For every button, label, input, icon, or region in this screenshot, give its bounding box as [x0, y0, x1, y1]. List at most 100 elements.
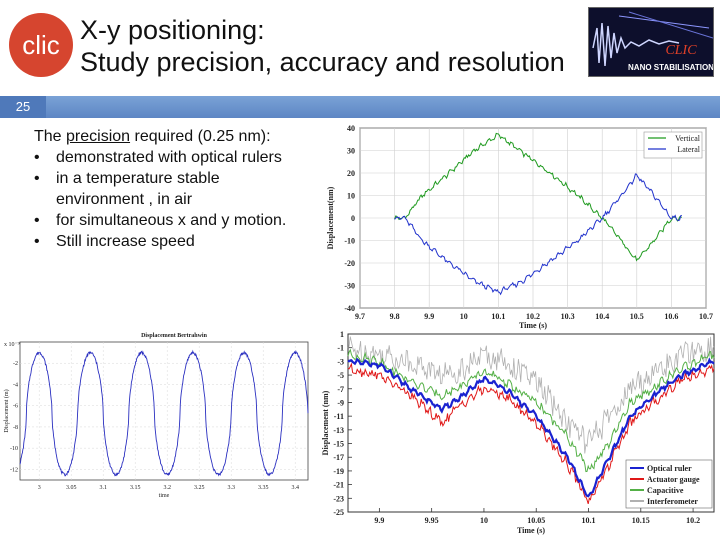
y-tick-label: -10 [10, 446, 18, 452]
x-tick-label: 10.6 [664, 312, 678, 321]
chart-xy-motion: 9.7 9.8 9.9 10 10.1 10.2 10.3 10.4 10.5 10.6 10.7 4… [326, 124, 713, 330]
legend-label: Interferometer [647, 497, 698, 506]
x-tick-label: 10.2 [686, 516, 700, 525]
badge-graphic: CLIC NANO STABILISATION [592, 11, 713, 72]
y-tick-label: -6 [13, 404, 18, 410]
x-tick-label: 10.5 [630, 312, 644, 321]
y-axis-label: Displacement (nm) [321, 390, 330, 455]
y-tick-label: -20 [344, 259, 355, 268]
bullet-text: Still increase speed [56, 233, 195, 250]
badge-ray-1 [618, 15, 710, 29]
x-tick-label: 9.95 [425, 516, 439, 525]
x-tick-label: 3.4 [291, 485, 299, 491]
bullet-dot: • [34, 212, 40, 229]
header-band [0, 96, 720, 118]
x-tick-label: 10.05 [527, 516, 545, 525]
y-tick-label: -3 [337, 357, 344, 366]
list-item: • demonstrated with optical rulers [34, 147, 304, 168]
x-tick-label: 10.7 [699, 312, 713, 321]
bullet-dot: • [34, 149, 40, 166]
y-tick-label: -23 [333, 494, 344, 503]
y-tick-label: 0 [351, 214, 355, 223]
legend-label: Capacitive [647, 486, 684, 495]
series-line-optical-ruler [347, 357, 715, 498]
list-item: • for simultaneous x and y motion. [34, 210, 304, 231]
bullet-dot: • [34, 233, 40, 250]
legend-box [643, 131, 703, 159]
x-tick-label: 3.2 [163, 485, 171, 491]
legend-label: Lateral [677, 145, 700, 154]
x-tick-label: 10.3 [561, 312, 575, 321]
badge-text: NANO STABILISATION [628, 63, 713, 72]
x-tick-label: 3.15 [130, 485, 141, 491]
x-axis-label: time [159, 493, 170, 498]
bullet-dot: • [34, 170, 40, 187]
chart-sensor-comparison: 9.9 9.95 10 10.05 10.1 10.15 10.2 1 -1 -3 -5 -7 -9 -1… [321, 330, 715, 535]
chart-displacement: Displacement Bertrahwin x 10⁻⁹ 3 3.05 3.1 3.1… [3, 333, 309, 498]
y-tick-label: -19 [333, 467, 344, 476]
title-line-2: Study precision, accuracy and resolution [80, 47, 565, 77]
slide-title: X-y positioning: Study precision, accura… [80, 14, 565, 78]
x-axis-label: Time (s) [519, 321, 547, 330]
y-tick-label: -25 [333, 508, 344, 517]
intro-text: The precision required (0.25 nm): [34, 126, 304, 147]
y-tick-label: -13 [333, 426, 344, 435]
y-tick-label: 10 [347, 192, 355, 201]
bullet-list: • demonstrated with optical rulers • in a … [34, 147, 304, 252]
y-tick-label: -2 [13, 361, 18, 367]
badge-logo: CLIC [665, 43, 697, 58]
x-tick-label: 3 [38, 485, 41, 491]
y-tick-label: -1 [337, 344, 344, 353]
y-tick-label: -40 [344, 304, 355, 313]
x-tick-label: 3.3 [227, 485, 235, 491]
x-tick-label: 9.9 [424, 312, 434, 321]
y-tick-label: -9 [337, 398, 344, 407]
badge-ray-2 [628, 11, 713, 39]
list-item: • in a temperature stable environment , i… [34, 168, 304, 210]
x-tick-label: 3.35 [258, 485, 269, 491]
series-line-vertical [394, 132, 683, 262]
y-tick-label: -17 [333, 453, 344, 462]
y-tick-label: -7 [337, 385, 344, 394]
x-tick-label: 3.1 [99, 485, 107, 491]
series-line-lateral [394, 173, 682, 296]
y-tick-label: 40 [347, 124, 355, 133]
legend-label: Vertical [675, 134, 701, 143]
series-line-displacement [19, 349, 309, 477]
y-tick-label: -21 [333, 481, 344, 490]
title-line-1: X-y positioning: [80, 15, 265, 45]
y-tick-label: -8 [13, 425, 18, 431]
x-tick-label: 9.9 [374, 516, 384, 525]
chart-sensor-comparison-panel: 9.9 9.95 10 10.05 10.1 10.15 10.2 1 -1 -3 -5 -7 -9 -1… [318, 330, 718, 536]
y-tick-label: -12 [10, 467, 18, 473]
intro-post: required (0.25 nm): [130, 128, 271, 145]
x-tick-label: 10.2 [526, 312, 540, 321]
chart-xy-motion-panel: 9.7 9.8 9.9 10 10.1 10.2 10.3 10.4 10.5 10.6 10.7 4… [318, 122, 716, 330]
legend: Optical ruler Actuator gauge Capacitive Int… [625, 459, 713, 509]
x-tick-label: 10.4 [595, 312, 609, 321]
nano-stabilisation-badge: CLIC NANO STABILISATION [588, 7, 714, 77]
y-tick-label: -10 [344, 237, 355, 246]
x-axis-label: Time (s) [517, 526, 545, 535]
x-tick-label: 9.8 [390, 312, 400, 321]
y-axis-label: Displacement(nm) [326, 186, 335, 249]
bullet-text: for simultaneous x and y motion. [56, 212, 287, 229]
plot-area [19, 341, 309, 481]
y-tick-label: 30 [347, 147, 355, 156]
slide-number: 25 [0, 96, 46, 118]
logo-text: clic [22, 30, 60, 60]
series-line-capacitive [347, 348, 715, 473]
x-tick-label: 3.25 [194, 485, 205, 491]
y-tick-label: 1 [340, 330, 344, 339]
legend: Vertical Lateral [643, 131, 703, 159]
y-exponent: x 10⁻⁹ [4, 342, 20, 348]
y-tick-label: -15 [333, 440, 344, 449]
y-tick-label: -4 [13, 382, 18, 388]
clic-logo: clic [9, 13, 73, 77]
badge-wave [592, 22, 680, 67]
legend-label: Actuator gauge [647, 475, 700, 484]
y-axis-label: Displacement (m) [3, 389, 10, 432]
y-tick-label: -11 [334, 412, 344, 421]
bullet-text: in a temperature stable environment , in… [56, 170, 220, 208]
body-text: The precision required (0.25 nm): • demon… [34, 126, 304, 252]
